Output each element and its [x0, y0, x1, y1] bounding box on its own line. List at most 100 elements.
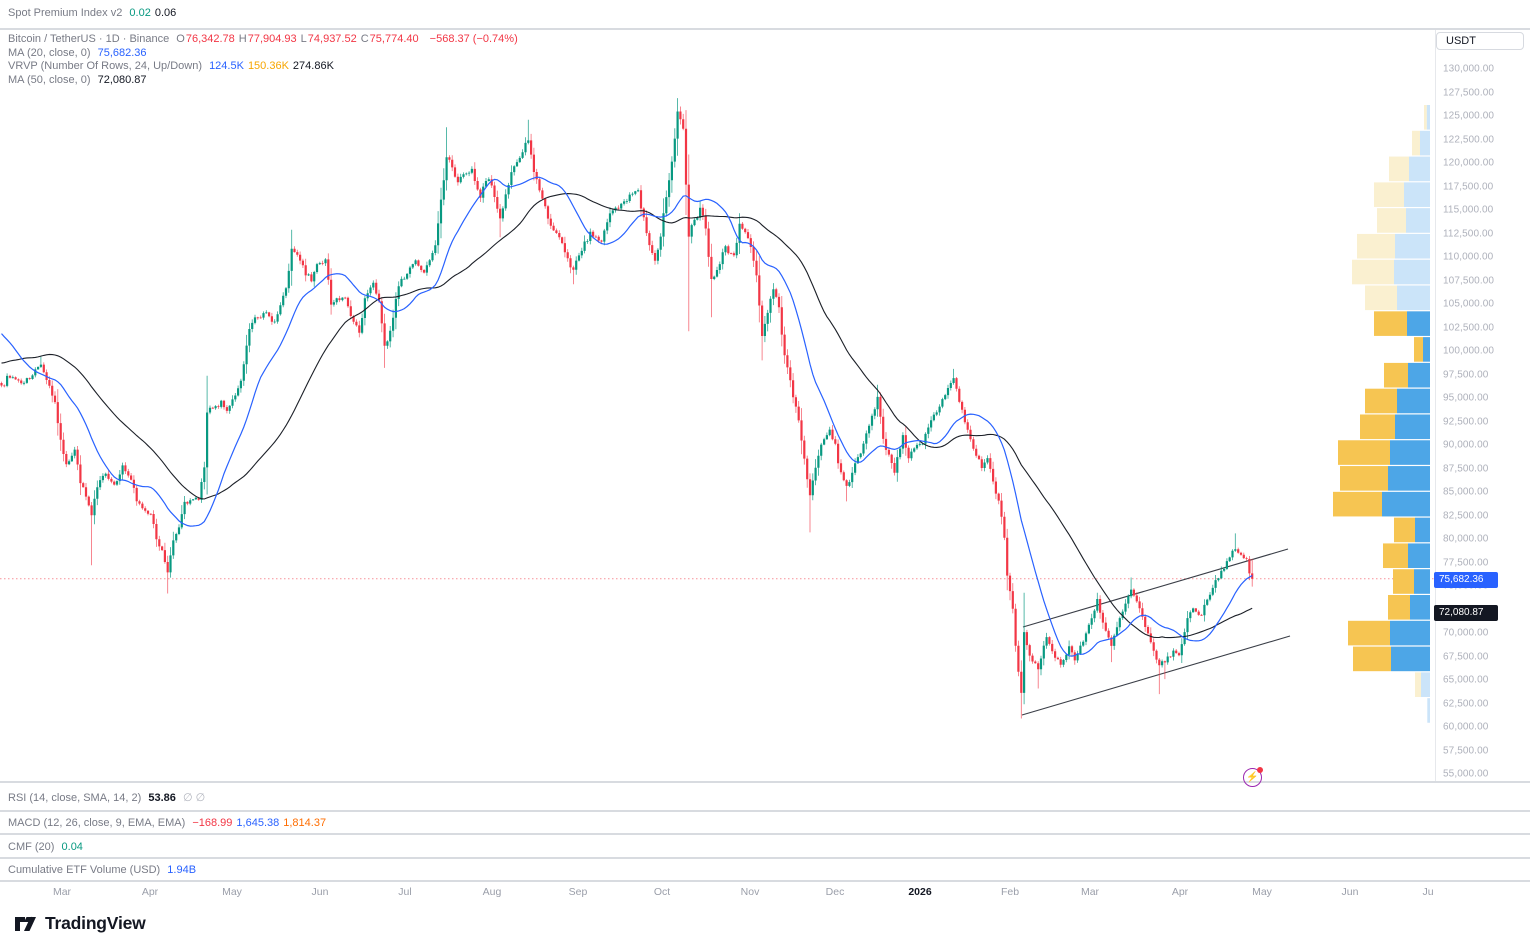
- time-axis-label: Mar: [1080, 886, 1100, 898]
- main-legend: Bitcoin / TetherUS · 1D · Binance O76,34…: [8, 33, 522, 87]
- vrvp-down-bar: [1340, 466, 1388, 491]
- vrvp-up-bar: [1394, 259, 1430, 285]
- vrvp-up-bar: [1390, 440, 1430, 465]
- vrvp-down-bar: [1353, 646, 1391, 672]
- cmf-value: 0.04: [61, 841, 83, 853]
- time-axis-label: Dec: [825, 886, 845, 898]
- vrvp-up-bar: [1406, 208, 1430, 233]
- time-axis-label: Nov: [740, 886, 760, 898]
- trendline: [1021, 635, 1291, 716]
- vrvp-up-bar: [1410, 595, 1430, 620]
- vrvp-down-bar: [1365, 285, 1397, 311]
- legend-value: 0.06: [154, 7, 177, 19]
- time-axis-label: May: [222, 886, 242, 898]
- ma20-label[interactable]: MA (20, close, 0): [8, 46, 91, 59]
- trendline: [1022, 548, 1289, 628]
- ma50-legend-row: MA (50, close, 0) 72,080.87: [8, 74, 522, 87]
- vrvp-up-bar: [1409, 156, 1430, 182]
- up-candle-bodies: [6, 111, 1237, 693]
- pane-cmf: CMF (20) 0.04: [0, 833, 1530, 857]
- ma20-line: [1, 176, 1253, 657]
- ma50-value: 72,080.87: [97, 73, 147, 86]
- brand-text: TradingView: [45, 913, 146, 933]
- vrvp-up-bar: [1408, 543, 1430, 569]
- spot-premium-legend: Spot Premium Index v2 0.02 0.06: [8, 7, 184, 19]
- ma50-label[interactable]: MA (50, close, 0): [8, 73, 91, 86]
- vrvp-down-bar: [1389, 156, 1409, 182]
- time-axis-label: Ju: [1422, 886, 1434, 898]
- etf-legend: Cumulative ETF Volume (USD) 1.94B: [8, 864, 200, 876]
- vrvp-up-bar: [1391, 646, 1430, 672]
- currency-toggle-button[interactable]: USDT: [1436, 32, 1524, 50]
- price-axis-label: 67,500.00: [1443, 651, 1489, 662]
- time-axis-label: Feb: [1000, 886, 1020, 898]
- tradingview-brand[interactable]: TradingView: [14, 913, 146, 934]
- rsi-legend: RSI (14, close, SMA, 14, 2) 53.86 ∅ ∅: [8, 791, 209, 804]
- ma50-line: [1, 193, 1253, 639]
- vrvp-legend-row: VRVP (Number Of Rows, 24, Up/Down) 124.5…: [8, 60, 522, 73]
- vrvp-up-bar: [1420, 130, 1430, 156]
- price-axis-label: 62,500.00: [1443, 698, 1489, 709]
- time-axis-label: Apr: [1171, 886, 1189, 898]
- symbol-title[interactable]: Bitcoin / TetherUS · 1D · Binance: [8, 33, 170, 45]
- etf-value: 1.94B: [167, 864, 197, 876]
- vrvp-up-bar: [1414, 569, 1430, 594]
- price-axis-label: 115,000.00: [1443, 204, 1494, 216]
- down-candle-bodies: [0, 111, 1254, 693]
- time-axis[interactable]: Mar Apr May Jun Jul Aug Sep Oct Nov Dec 2026 Feb Mar…: [0, 880, 1530, 905]
- vrvp-values: 124.5K 150.36K 274.86K: [209, 60, 338, 72]
- price-axis-label: 102,500.00: [1443, 322, 1495, 333]
- candlestick-chart[interactable]: [0, 30, 1435, 781]
- price-axis-label: 117,500.00: [1443, 181, 1494, 192]
- time-axis-label: Jun: [1341, 886, 1359, 898]
- price-axis[interactable]: USDT 130,000.00 127,500.00 125,000.00 122,5…: [1434, 30, 1530, 781]
- price-axis-label: 65,000.00: [1443, 674, 1489, 686]
- price-badge: 75,682.36: [1434, 571, 1498, 588]
- price-badge: 72,080.87: [1434, 605, 1498, 622]
- pane-rsi: RSI (14, close, SMA, 14, 2) 53.86 ∅ ∅: [0, 781, 1530, 810]
- macd-label[interactable]: MACD (12, 26, close, 9, EMA, EMA): [8, 817, 186, 829]
- legend-value: 150.36K: [247, 60, 289, 72]
- price-axis-label: 130,000.00: [1443, 63, 1495, 75]
- vrvp-up-bar: [1427, 698, 1430, 723]
- vrvp-down-bar: [1357, 233, 1395, 259]
- legend-value: 1,814.37: [283, 817, 327, 829]
- chart-canvas[interactable]: Bitcoin / TetherUS · 1D · Binance O76,34…: [0, 30, 1435, 787]
- vrvp-up-bar: [1388, 466, 1430, 491]
- ma20-legend-row: MA (20, close, 0) 75,682.36: [8, 47, 522, 60]
- rsi-label[interactable]: RSI (14, close, SMA, 14, 2): [8, 792, 142, 804]
- time-axis-label: Jul: [398, 886, 412, 898]
- spot-premium-values: 0.02 0.06: [129, 7, 180, 19]
- price-axis-label: 100,000.00: [1443, 345, 1495, 357]
- vrvp-label[interactable]: VRVP (Number Of Rows, 24, Up/Down): [8, 60, 202, 72]
- notification-dot: [1257, 767, 1263, 773]
- vrvp-up-bar: [1395, 414, 1430, 440]
- price-axis-label: 77,500.00: [1443, 557, 1489, 568]
- flash-boost-icon[interactable]: ⚡: [1243, 767, 1263, 787]
- vrvp-up-bar: [1421, 672, 1430, 697]
- cmf-label[interactable]: CMF (20): [8, 841, 55, 853]
- pane-spot-premium: Spot Premium Index v2 0.02 0.06: [0, 0, 1530, 28]
- price-axis-label: 60,000.00: [1443, 721, 1489, 733]
- macd-values: −168.99 1,645.38 1,814.37: [192, 817, 330, 829]
- vrvp-down-bar: [1394, 517, 1415, 543]
- vrvp-up-bar: [1395, 233, 1430, 259]
- price-axis-label: 112,500.00: [1443, 228, 1494, 239]
- tradingview-logo-icon: [15, 916, 36, 931]
- price-axis-label: 125,000.00: [1443, 110, 1495, 122]
- legend-value: −168.99: [192, 817, 233, 829]
- time-axis-label: Sep: [568, 886, 588, 898]
- vrvp-down-bar: [1383, 543, 1408, 569]
- change-value: −568.37 (−0.74%): [429, 33, 518, 45]
- time-axis-label: Oct: [653, 886, 671, 898]
- time-axis-label: May: [1252, 886, 1272, 898]
- vrvp-down-bar: [1360, 414, 1395, 440]
- time-axis-label: Mar: [52, 886, 72, 898]
- vrvp-down-bar: [1414, 337, 1423, 362]
- spot-premium-label[interactable]: Spot Premium Index v2: [8, 7, 123, 19]
- price-axis-label: 127,500.00: [1443, 87, 1495, 98]
- vrvp-down-bar: [1333, 491, 1382, 517]
- price-axis-label: 92,500.00: [1443, 416, 1489, 427]
- price-axis-label: 80,000.00: [1443, 533, 1489, 545]
- etf-label[interactable]: Cumulative ETF Volume (USD): [8, 864, 161, 876]
